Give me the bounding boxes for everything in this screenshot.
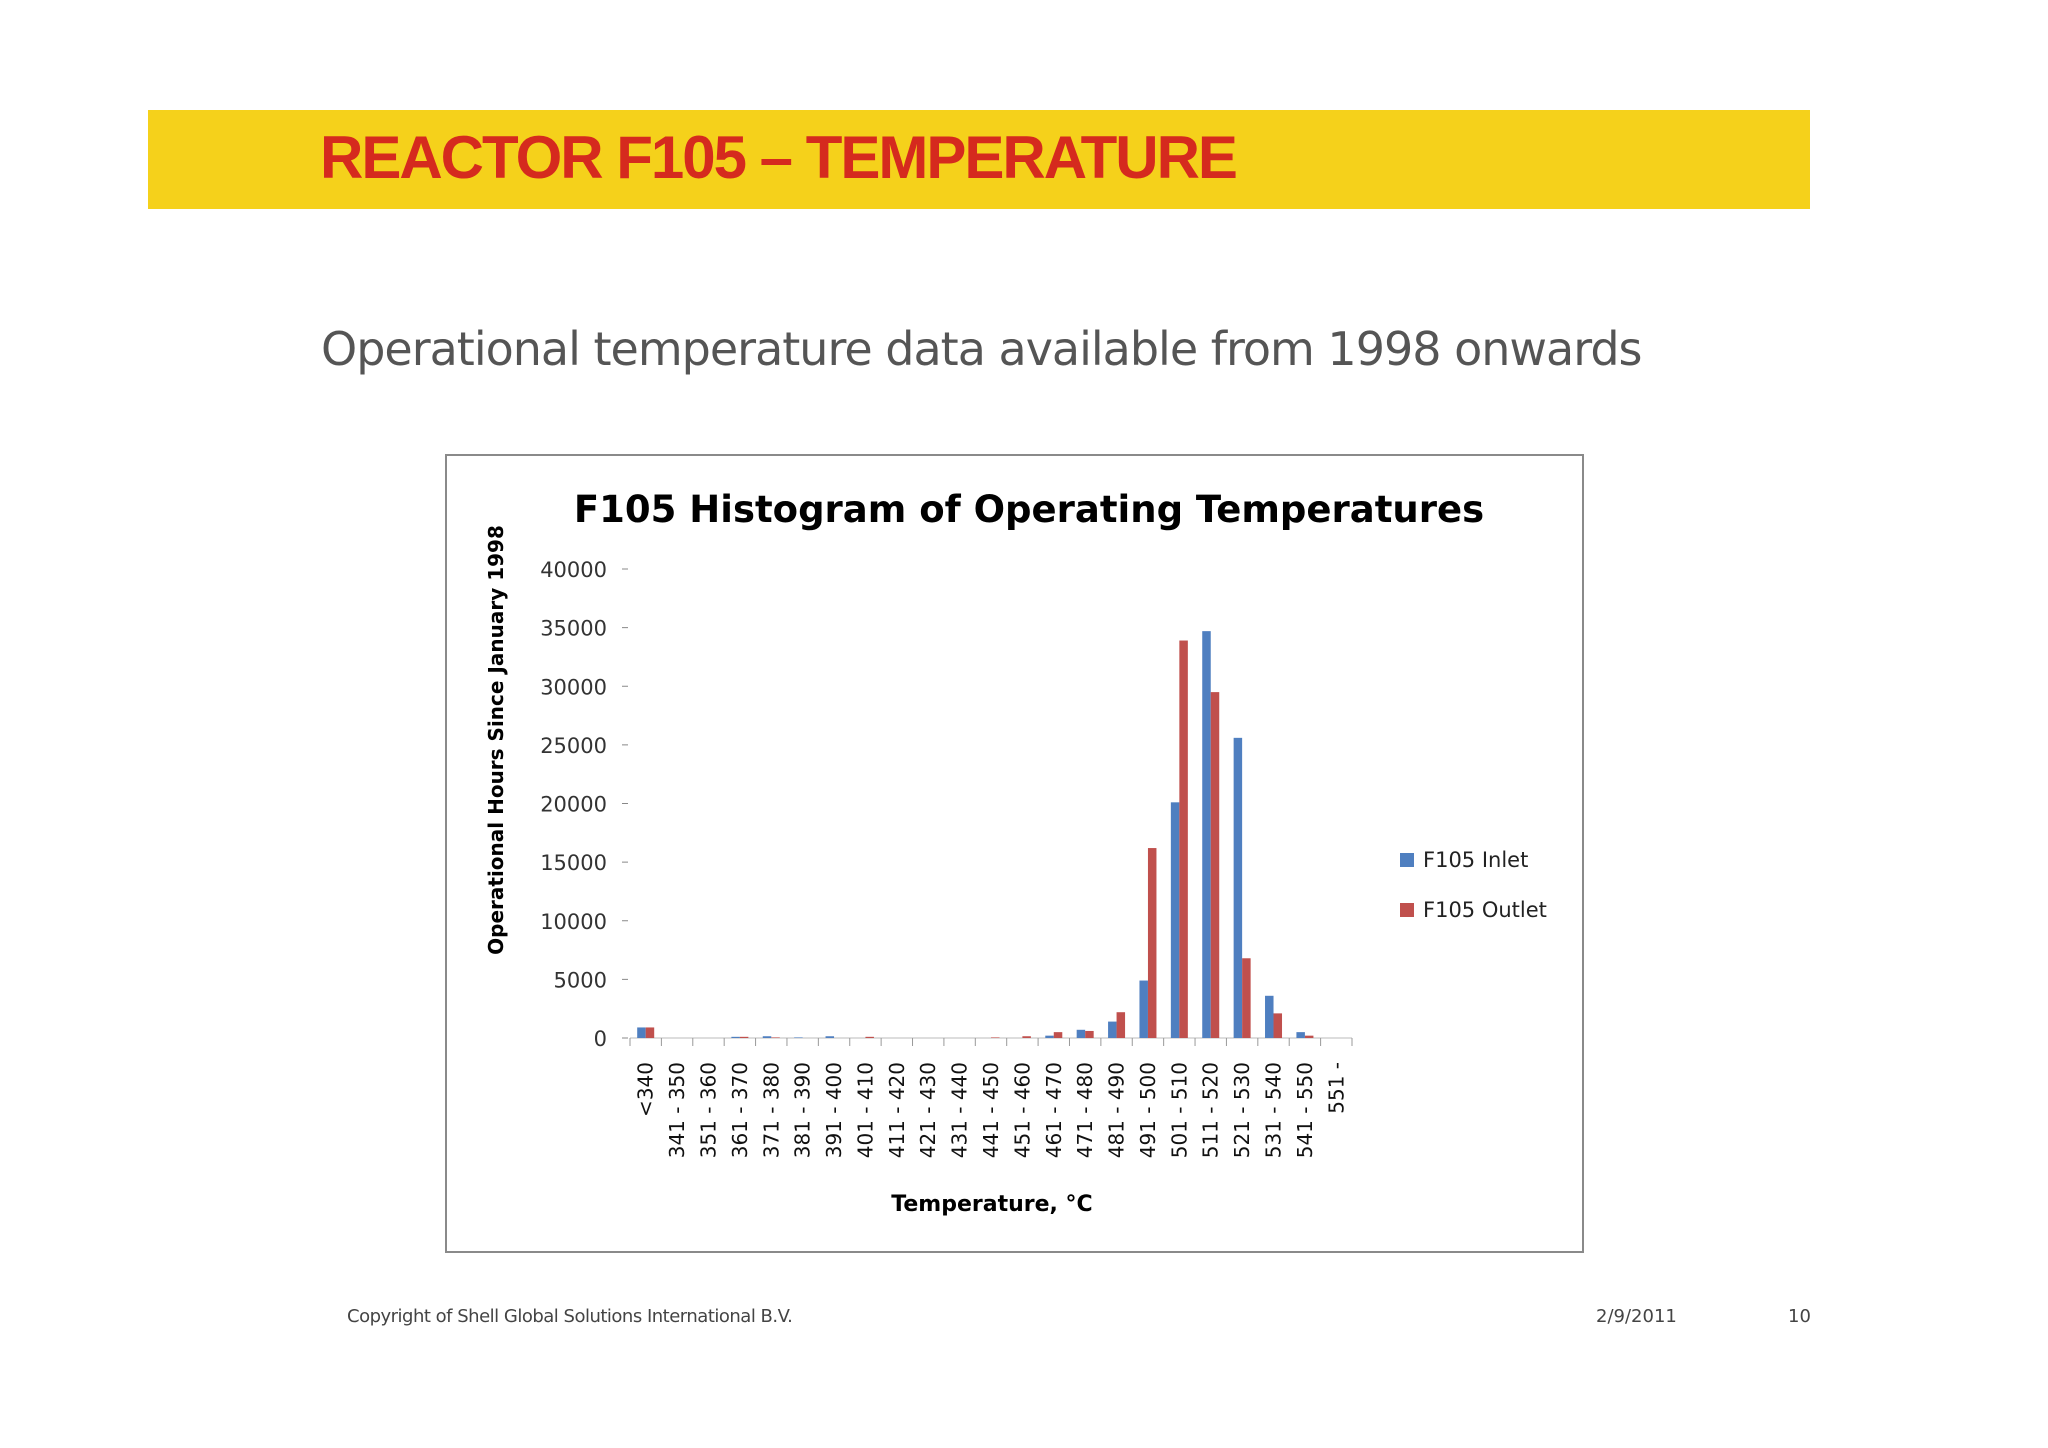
y-axis: 0 5000 10000 15000 20000 25000 30000 35000 40000 <box>540 558 628 1051</box>
legend-label: F105 Outlet <box>1423 898 1547 922</box>
x-tick-label: 361 - 370 <box>728 1062 752 1158</box>
page-number: 10 <box>1788 1306 1811 1327</box>
y-tick-label: 40000 <box>540 558 607 582</box>
bar-inlet <box>1296 1032 1305 1038</box>
bar-outlet <box>1147 848 1157 1038</box>
x-tick-label: 461 - 470 <box>1042 1062 1066 1158</box>
footer-date: 2/9/2011 <box>1596 1306 1677 1327</box>
bar-inlet <box>794 1037 803 1038</box>
x-tick-label: 341 - 350 <box>665 1062 689 1158</box>
bar-outlet <box>1242 958 1251 1038</box>
x-tick-label: 501 - 510 <box>1167 1062 1191 1158</box>
x-tick-label: 531 - 540 <box>1262 1062 1286 1158</box>
x-tick-label: 551 - <box>1324 1062 1348 1114</box>
bar-outlet <box>1210 692 1220 1038</box>
x-tick-label: 391 - 400 <box>822 1062 846 1158</box>
legend-swatch <box>1400 903 1414 917</box>
title-band <box>148 110 1810 209</box>
bar-outlet <box>739 1036 749 1038</box>
x-tick-label: 371 - 380 <box>759 1062 783 1158</box>
legend-label: F105 Inlet <box>1423 848 1528 872</box>
bar-inlet <box>1202 631 1211 1038</box>
x-tick-label: 431 - 440 <box>948 1062 972 1158</box>
y-tick-label: 15000 <box>540 851 607 875</box>
bar-inlet <box>1170 802 1180 1038</box>
x-tick-label: 451 - 460 <box>1010 1062 1034 1158</box>
bar-outlet <box>1085 1030 1094 1038</box>
bar-inlet <box>1076 1029 1086 1038</box>
y-axis-label: Operational Hours Since January 1998 <box>484 525 508 955</box>
x-tick-label: 401 - 410 <box>853 1062 877 1158</box>
bar-outlet <box>991 1037 1000 1038</box>
y-tick-label: 0 <box>594 1027 607 1051</box>
x-tick-label: 471 - 480 <box>1073 1062 1097 1158</box>
legend: F105 Inlet F105 Outlet <box>1400 848 1547 922</box>
bar-outlet <box>645 1027 655 1038</box>
bar-outlet <box>1273 1013 1283 1038</box>
bar-inlet <box>1045 1035 1054 1038</box>
bar-inlet <box>825 1036 835 1038</box>
x-tick-label: 541 - 550 <box>1293 1062 1317 1158</box>
y-tick-label: 35000 <box>540 617 607 641</box>
histogram-chart: F105 Histogram of Operating Temperatures… <box>484 488 1547 1217</box>
chart-frame: F105 Histogram of Operating Temperatures… <box>445 454 1584 1253</box>
bar-outlet <box>1053 1032 1063 1038</box>
bar-outlet <box>1304 1035 1314 1038</box>
bar-inlet <box>731 1036 740 1038</box>
footer-copyright: Copyright of Shell Global Solutions Inte… <box>347 1306 793 1327</box>
bar-inlet <box>1233 737 1243 1038</box>
slide-subtitle: Operational temperature data available f… <box>321 322 1642 376</box>
bar-outlet <box>771 1037 780 1038</box>
y-tick-label: 25000 <box>540 734 607 758</box>
bars <box>637 631 1314 1038</box>
bar-outlet <box>865 1036 874 1038</box>
y-tick-label: 30000 <box>540 675 607 699</box>
legend-swatch <box>1400 853 1414 867</box>
x-axis-label: Temperature, °C <box>891 1192 1092 1217</box>
x-tick-label: 421 - 430 <box>916 1062 940 1158</box>
chart-title: F105 Histogram of Operating Temperatures <box>574 488 1484 531</box>
bar-inlet <box>762 1036 772 1038</box>
x-tick-label: 521 - 530 <box>1230 1062 1254 1158</box>
x-tick-label: 411 - 420 <box>885 1062 909 1158</box>
y-tick-label: 5000 <box>554 968 607 992</box>
y-tick-label: 10000 <box>540 910 607 934</box>
bar-inlet <box>1139 980 1148 1038</box>
x-tick-label: 441 - 450 <box>979 1062 1003 1158</box>
slide-title: REACTOR F105 – TEMPERATURE <box>320 124 1238 191</box>
x-tick-label: 481 - 490 <box>1105 1062 1129 1158</box>
bar-inlet <box>1108 1021 1117 1038</box>
x-axis: <340 341 - 350 351 - 360 361 - 370 371 - 380… <box>629 1037 1353 1158</box>
x-tick-label: <340 <box>634 1062 658 1117</box>
bar-inlet <box>637 1027 646 1038</box>
x-tick-label: 351 - 360 <box>696 1062 720 1158</box>
x-tick-label: 511 - 520 <box>1199 1062 1223 1158</box>
bar-outlet <box>1179 640 1188 1038</box>
bar-outlet <box>1116 1012 1126 1038</box>
x-tick-label: 381 - 390 <box>791 1062 815 1158</box>
y-tick-label: 20000 <box>540 793 607 817</box>
x-tick-label: 491 - 500 <box>1136 1062 1160 1158</box>
bar-inlet <box>1265 995 1274 1038</box>
bar-outlet <box>1022 1036 1031 1038</box>
